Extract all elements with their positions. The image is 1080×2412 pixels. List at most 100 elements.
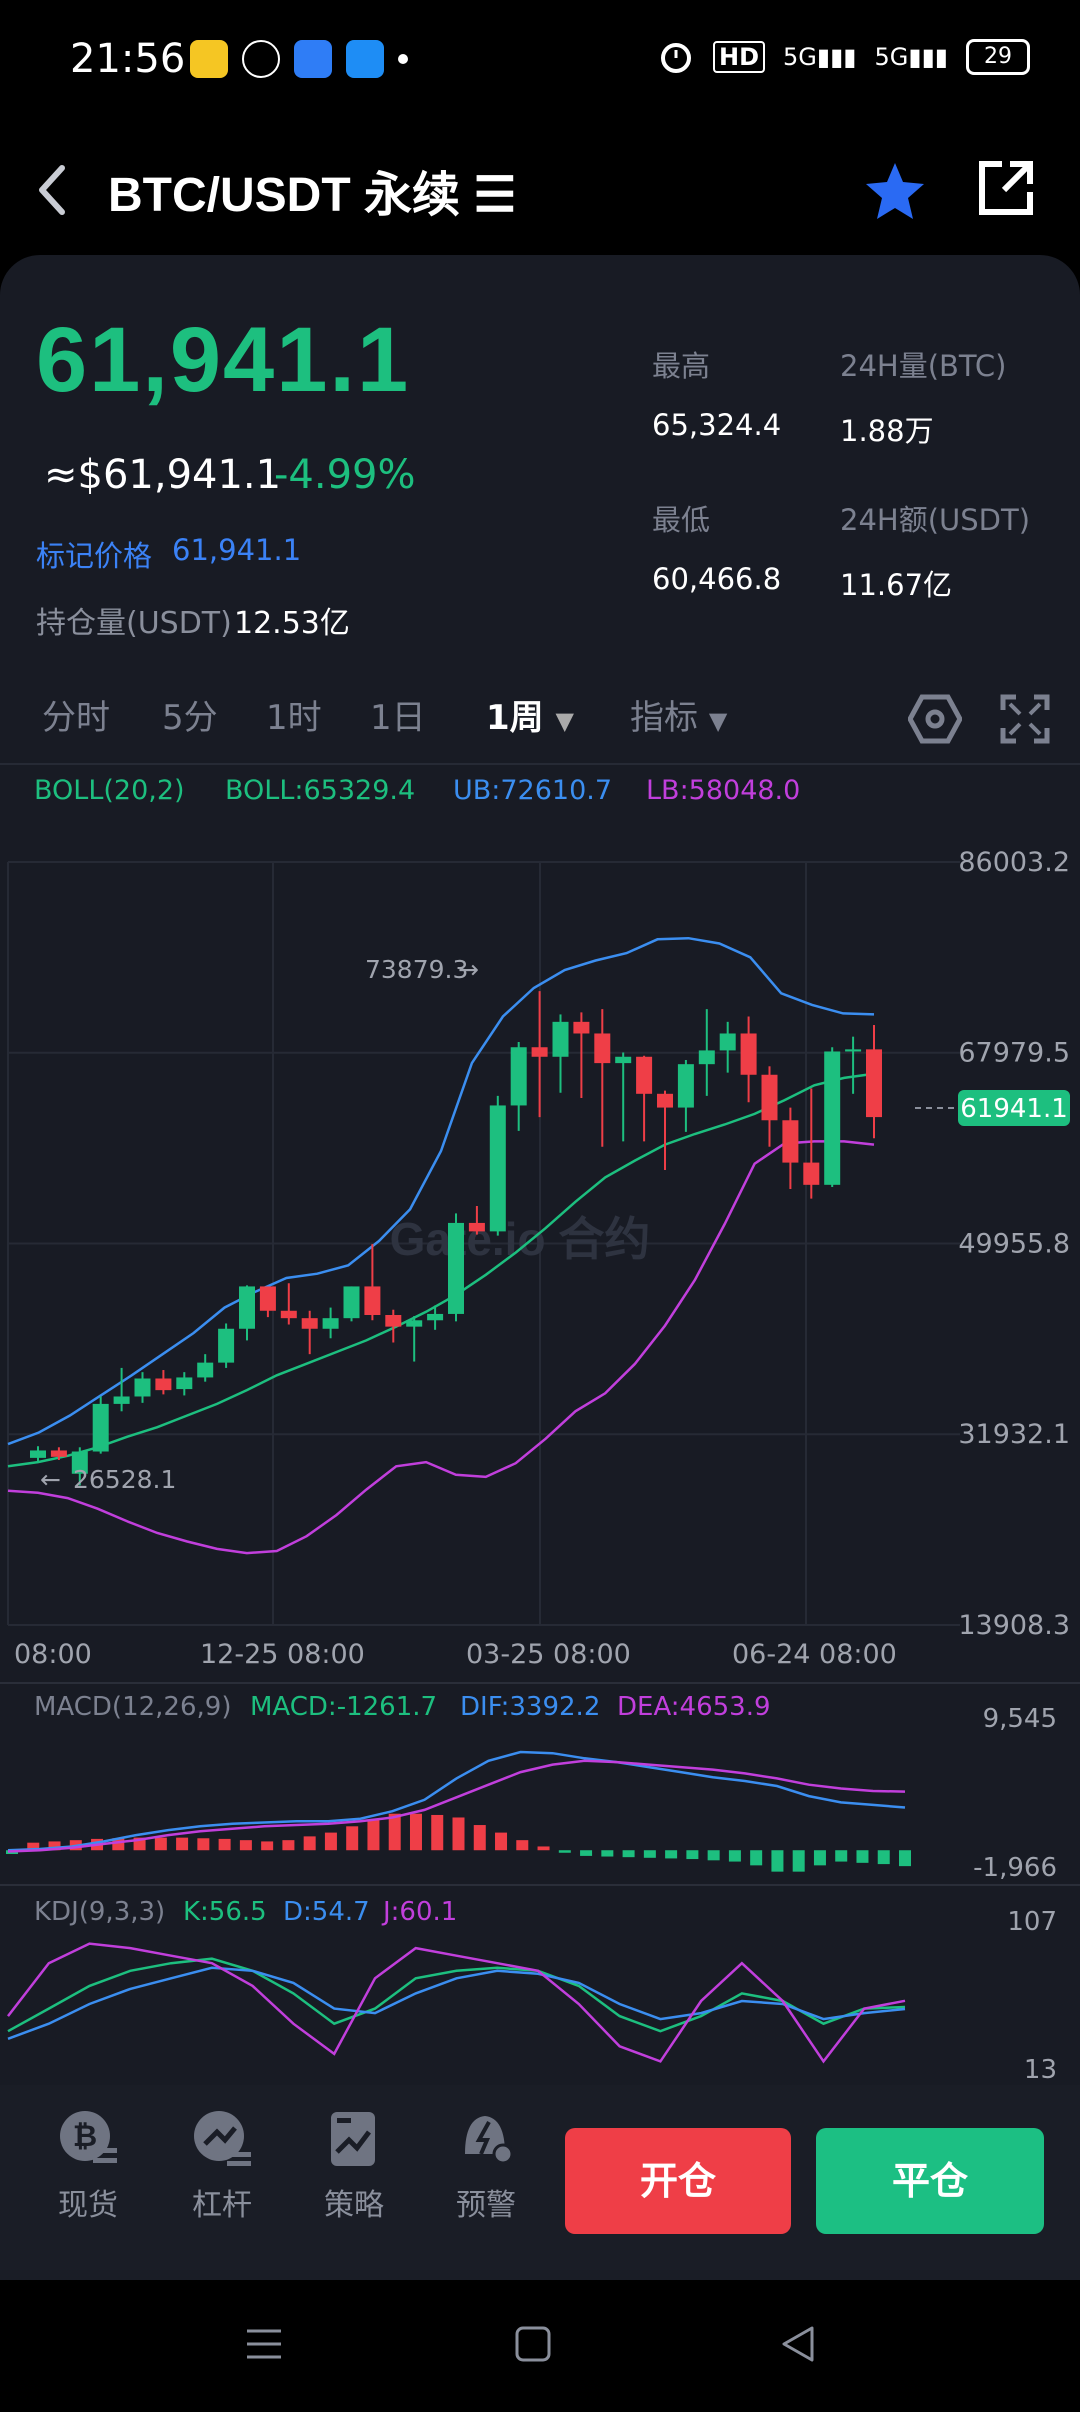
back-nav-icon[interactable] (778, 2324, 818, 2364)
candle-body (322, 1318, 339, 1329)
tab-5min[interactable]: 5分 (162, 698, 218, 738)
candle-body (30, 1450, 46, 1458)
cloud-app-icon (294, 40, 332, 78)
spot-bitcoin-icon: ₿ (60, 2111, 117, 2163)
kline-chart[interactable]: Gate.io 合约 86003.2 67979.5 49955.8 31932.1 1… (0, 840, 1080, 2085)
macd-bar (771, 1850, 784, 1872)
candle-body (615, 1056, 632, 1064)
chart-settings-icon[interactable] (908, 694, 962, 744)
volume-value: 1.88万 (840, 414, 934, 448)
dif-line (7, 1750, 906, 1852)
macd-bar (27, 1842, 40, 1851)
close-position-button[interactable]: 平仓 (816, 2128, 1044, 2234)
macd-bar (154, 1837, 167, 1851)
tab-1day[interactable]: 1日 (370, 698, 426, 738)
back-icon[interactable] (32, 160, 72, 220)
system-status: HD 5G▮▮▮ 5G▮▮▮ 29 (657, 38, 1030, 76)
volume-label: 24H量(BTC) (840, 349, 1007, 383)
candle-body (510, 1047, 527, 1106)
kdj-ymax: 107 (1007, 1907, 1057, 1937)
candle-body (594, 1033, 611, 1064)
macd-bar (473, 1825, 486, 1851)
macd-label: MACD(12,26,9) (34, 1692, 231, 1722)
macd-bar (537, 1846, 550, 1851)
candle-body (698, 1050, 715, 1065)
macd-bar (899, 1850, 911, 1867)
nav-alert[interactable]: 预警 (436, 2108, 536, 2224)
menu-icon[interactable] (244, 2324, 284, 2364)
candle-body (113, 1396, 130, 1404)
boll-mid-line (7, 1072, 875, 1468)
nav-margin[interactable]: 杠杆 (172, 2108, 272, 2224)
macd-bar (813, 1850, 826, 1866)
mark-price-value: 61,941.1 (172, 533, 302, 567)
k-line (7, 1957, 906, 2033)
candle-body (218, 1328, 235, 1363)
candle-body (92, 1403, 109, 1452)
candle-body (406, 1320, 423, 1327)
tab-indicators[interactable]: 指标 ▼ (630, 698, 728, 738)
open-position-button[interactable]: 开仓 (565, 2128, 791, 2234)
nav-strategy[interactable]: 策略 (304, 2108, 404, 2224)
share-icon[interactable] (976, 158, 1036, 218)
y-tick-label: 86003.2 (958, 847, 1070, 878)
candle-body (803, 1162, 820, 1185)
pair-title[interactable]: BTC/USDT 永续 ☰ (108, 169, 517, 222)
macd-bar (877, 1850, 890, 1865)
candle-body (301, 1318, 318, 1329)
last-price: 61,941.1 (36, 309, 411, 411)
margin-icon (194, 2111, 251, 2166)
macd-value: MACD:-1261.7 (250, 1692, 437, 1722)
candle-body (468, 1222, 485, 1232)
watermark: Gate.io 合约 (390, 1213, 651, 1265)
macd-bar (622, 1850, 635, 1858)
macd-bar (686, 1850, 699, 1860)
macd-bar (48, 1841, 61, 1851)
high-label: 最高 (652, 349, 711, 383)
home-icon[interactable] (513, 2324, 553, 2364)
macd-ymin: -1,966 (973, 1853, 1057, 1883)
fullscreen-icon[interactable] (1000, 694, 1050, 744)
interval-tabs: 分时 5分 1时 1日 1周 ▼ 指标 ▼ (0, 690, 1080, 760)
candle-body (677, 1064, 694, 1108)
low-label: 最低 (652, 503, 711, 537)
strategy-icon (331, 2112, 375, 2166)
kdj-chart (7, 1942, 906, 2064)
status-bar: 21:56 HD 5G▮▮▮ 5G▮▮▮ 29 (0, 0, 1080, 120)
min-price-arrow: ← (40, 1465, 61, 1494)
last-price-tag-text: 61941.1 (960, 1094, 1068, 1124)
macd-bar (558, 1850, 571, 1853)
d-value: D:54.7 (283, 1897, 370, 1927)
amount-value: 11.67亿 (840, 568, 953, 602)
kdj-label: KDJ(9,3,3) (34, 1897, 165, 1927)
last-price-tag (958, 1090, 1070, 1126)
candle-body (824, 1051, 841, 1185)
candle-body (134, 1378, 151, 1397)
candle-body (657, 1093, 673, 1108)
macd-bar (856, 1850, 869, 1863)
tab-1hour[interactable]: 1时 (266, 698, 322, 738)
nav-spot[interactable]: ₿ 现货 (38, 2108, 138, 2224)
boll-ub-line (7, 936, 875, 1446)
tab-1week[interactable]: 1周 ▼ (486, 698, 574, 738)
high-value: 65,324.4 (652, 408, 782, 442)
macd-bar (516, 1840, 529, 1851)
candlesticks (30, 991, 882, 1486)
change-percent: -4.99% (274, 452, 416, 498)
candle-body (448, 1222, 464, 1314)
dropdown-icon: ▼ (708, 707, 728, 735)
macd-bar (218, 1838, 231, 1851)
nav-margin-label: 杠杆 (192, 2188, 252, 2223)
y-tick-label: 49955.8 (958, 1228, 1070, 1259)
macd-bar (346, 1826, 359, 1851)
boll-mid-value: BOLL:65329.4 (225, 775, 416, 806)
amount-label: 24H额(USDT) (840, 503, 1031, 537)
favorite-star-icon[interactable] (862, 158, 928, 224)
x-tick-label: 12-25 08:00 (200, 1639, 365, 1670)
macd-ymax: 9,545 (983, 1704, 1057, 1734)
open-interest-value: 12.53亿 (234, 606, 350, 641)
macd-bar (282, 1840, 295, 1851)
candle-body (531, 1047, 548, 1057)
candle-body (489, 1105, 506, 1232)
tab-timeline[interactable]: 分时 (42, 698, 110, 738)
